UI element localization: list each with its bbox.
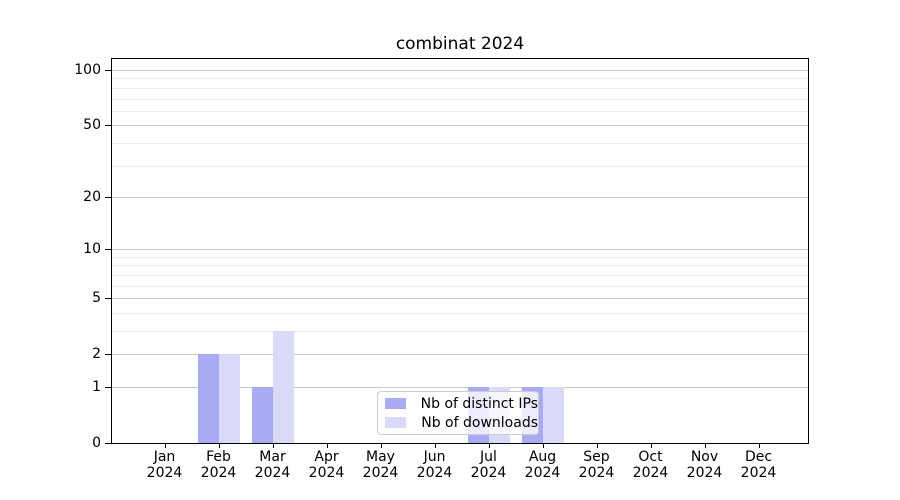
x-tick-label: Feb 2024 bbox=[191, 449, 247, 481]
x-tick-label-line: Sep bbox=[583, 449, 610, 465]
y-tick-label: 5 bbox=[92, 290, 101, 307]
x-axis-tick bbox=[596, 444, 598, 448]
bar-mar-2024-downloads bbox=[272, 331, 294, 443]
x-tick-label-line: 2024 bbox=[146, 465, 183, 481]
gridline-minor bbox=[112, 274, 808, 276]
x-tick-label-line: Oct bbox=[638, 449, 663, 465]
x-axis-tick bbox=[218, 444, 220, 448]
x-tick-label-line: 2024 bbox=[200, 465, 237, 481]
x-tick-label-line: Mar bbox=[259, 449, 286, 465]
y-axis-tick bbox=[105, 443, 112, 444]
gridline-minor bbox=[112, 142, 808, 144]
gridline-minor bbox=[112, 165, 808, 167]
x-tick-label-line: 2024 bbox=[578, 465, 615, 481]
y-axis-tick bbox=[105, 298, 112, 300]
gridline-minor bbox=[112, 285, 808, 287]
x-tick-label-line: Jul bbox=[480, 449, 497, 465]
x-tick-label-line: 2024 bbox=[632, 465, 669, 481]
y-axis-tick bbox=[105, 125, 112, 127]
x-tick-label-line: Dec bbox=[744, 449, 773, 465]
bar-aug-2024-downloads bbox=[542, 387, 564, 443]
chart-title: combinat 2024 bbox=[395, 34, 525, 54]
gridline-minor bbox=[112, 78, 808, 80]
x-axis-tick bbox=[380, 444, 382, 448]
y-tick-label: 100 bbox=[74, 62, 101, 78]
gridline-minor bbox=[112, 312, 808, 314]
x-tick-label: Aug 2024 bbox=[515, 449, 571, 481]
x-axis-tick bbox=[434, 444, 436, 448]
x-axis-tick bbox=[704, 444, 706, 448]
y-axis-tick bbox=[105, 196, 112, 198]
bar-feb-2024-distinct-ips bbox=[197, 354, 219, 443]
y-tick-label: 10 bbox=[83, 241, 101, 258]
bar-mar-2024-distinct-ips bbox=[251, 387, 273, 443]
x-tick-label-line: Jan bbox=[153, 449, 176, 465]
legend-item-distinct-ips: Nb of distinct IPs bbox=[378, 396, 538, 412]
x-tick-label: Sep 2024 bbox=[569, 449, 625, 481]
x-tick-label: Jan 2024 bbox=[137, 449, 193, 481]
gridline-minor bbox=[112, 110, 808, 112]
gridline-minor bbox=[112, 256, 808, 258]
x-tick-label-line: 2024 bbox=[524, 465, 561, 481]
y-axis-tick bbox=[105, 249, 112, 251]
gridline-major bbox=[112, 70, 808, 71]
x-tick-label-line: 2024 bbox=[740, 465, 777, 481]
x-axis-tick bbox=[542, 444, 544, 448]
x-axis-tick bbox=[758, 444, 760, 448]
y-tick-label: 0 bbox=[92, 435, 101, 451]
y-tick-label: 1 bbox=[92, 379, 101, 395]
x-axis-tick bbox=[326, 444, 328, 448]
x-tick-label-line: Jun bbox=[423, 449, 446, 465]
gridline-major bbox=[112, 125, 808, 127]
x-tick-label: Jul 2024 bbox=[461, 449, 517, 481]
gridline-major bbox=[112, 249, 808, 251]
x-tick-label: May 2024 bbox=[353, 449, 409, 481]
gridline-major bbox=[112, 196, 808, 198]
gridline-major bbox=[112, 387, 808, 388]
y-tick-label: 2 bbox=[92, 346, 101, 363]
x-tick-label-line: May bbox=[366, 449, 395, 465]
gridline-minor bbox=[112, 331, 808, 332]
x-tick-label-line: 2024 bbox=[362, 465, 399, 481]
x-tick-label: Mar 2024 bbox=[245, 449, 301, 481]
gridline-major bbox=[112, 354, 808, 356]
legend: Nb of distinct IPs Nb of downloads bbox=[377, 391, 539, 435]
y-axis-tick bbox=[105, 70, 112, 71]
gridline-minor bbox=[112, 98, 808, 100]
gridline-major bbox=[112, 298, 808, 300]
x-tick-label-line: Nov bbox=[690, 449, 719, 465]
x-tick-label-line: 2024 bbox=[254, 465, 291, 481]
y-axis-tick bbox=[105, 354, 112, 356]
x-tick-label: Oct 2024 bbox=[623, 449, 679, 481]
x-axis-tick bbox=[164, 444, 166, 448]
y-tick-label: 50 bbox=[83, 117, 101, 134]
x-tick-label: Jun 2024 bbox=[407, 449, 463, 481]
x-tick-label-line: Feb bbox=[206, 449, 231, 465]
x-tick-label-line: 2024 bbox=[470, 465, 507, 481]
plot-area bbox=[111, 58, 809, 444]
x-tick-label-line: Aug bbox=[528, 449, 557, 465]
x-tick-label-line: Apr bbox=[314, 449, 339, 465]
legend-label-distinct-ips: Nb of distinct IPs bbox=[420, 395, 538, 412]
legend-swatch-downloads bbox=[385, 417, 407, 428]
x-tick-label-line: 2024 bbox=[308, 465, 345, 481]
legend-label-downloads: Nb of downloads bbox=[421, 414, 538, 431]
x-tick-label-line: 2024 bbox=[686, 465, 723, 481]
y-tick-label: 20 bbox=[83, 188, 101, 205]
x-tick-label: Nov 2024 bbox=[677, 449, 733, 481]
x-tick-label-line: 2024 bbox=[416, 465, 453, 481]
x-tick-label: Apr 2024 bbox=[299, 449, 355, 481]
gridline-minor bbox=[112, 87, 808, 89]
y-axis-tick bbox=[105, 387, 112, 388]
legend-swatch-distinct-ips bbox=[385, 398, 406, 409]
gridline-minor bbox=[112, 265, 808, 267]
x-axis-tick bbox=[272, 444, 274, 448]
x-axis-tick bbox=[488, 444, 490, 448]
legend-item-downloads: Nb of downloads bbox=[378, 415, 538, 431]
x-axis-tick bbox=[650, 444, 652, 448]
bar-feb-2024-downloads bbox=[218, 354, 240, 443]
x-tick-label: Dec 2024 bbox=[731, 449, 787, 481]
